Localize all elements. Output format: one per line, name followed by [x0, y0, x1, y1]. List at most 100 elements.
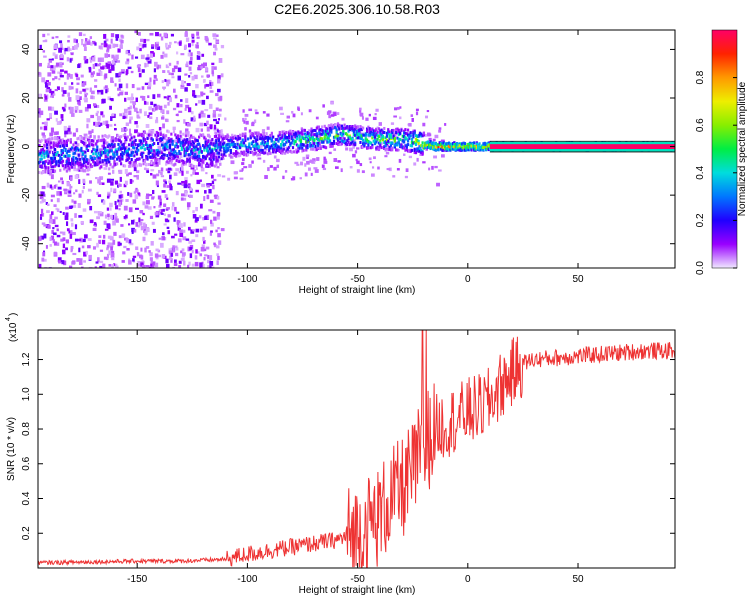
noise-cell: [169, 153, 174, 158]
ridge-cell: [281, 140, 284, 144]
noise-cell: [48, 58, 53, 61]
noise-cell: [121, 233, 126, 239]
ridge-cell: [105, 161, 108, 165]
ridge-cell: [106, 135, 109, 139]
noise-cell: [140, 54, 145, 60]
ridge-cell: [133, 163, 136, 167]
ridge-cell: [211, 149, 214, 153]
noise-cell: [385, 144, 389, 147]
ridge-cell: [201, 155, 205, 159]
noise-cell: [48, 171, 53, 176]
ridge-cell: [254, 131, 258, 135]
noise-cell: [53, 148, 57, 154]
noise-cell: [123, 205, 128, 211]
ridge-cell: [205, 146, 209, 150]
noise-cell: [206, 120, 209, 125]
ridge-cell: [473, 148, 476, 152]
ridge-cell: [168, 146, 172, 150]
ridge-cell: [64, 149, 67, 153]
ridge-cell: [478, 142, 481, 146]
ridge-cell: [261, 148, 264, 152]
ridge-cell: [77, 166, 80, 170]
ridge-cell: [397, 137, 400, 141]
noise-cell: [49, 236, 52, 242]
noise-cell: [140, 262, 144, 267]
ridge-cell: [421, 144, 424, 148]
ridge-cell: [313, 133, 316, 137]
ridge-cell: [389, 141, 392, 145]
noise-cell: [191, 239, 196, 242]
ridge-cell: [172, 150, 176, 154]
ridge-cell: [281, 134, 284, 138]
noise-cell: [56, 208, 60, 213]
ridge-cell: [59, 155, 62, 159]
ridge-cell: [146, 146, 149, 150]
ridge-cell: [278, 130, 281, 134]
ridge-cell: [362, 142, 365, 146]
ridge-cell: [133, 140, 136, 144]
noise-cell: [60, 114, 64, 119]
noise-cell: [196, 42, 199, 46]
ridge-cell: [330, 130, 333, 134]
ridge-cell: [364, 139, 367, 143]
ridge-cell: [110, 149, 113, 153]
ridge-cell: [45, 143, 49, 147]
ridge-cell: [246, 153, 250, 157]
noise-cell: [158, 126, 162, 131]
noise-cell: [146, 169, 150, 173]
noise-cell: [124, 91, 128, 95]
ridge-cell: [466, 145, 469, 149]
ridge-cell: [208, 157, 211, 161]
ridge-cell: [389, 133, 392, 137]
ridge-cell: [294, 150, 297, 154]
ridge-cell: [126, 150, 129, 154]
noise-cell: [202, 157, 206, 162]
ridge-cell: [96, 154, 99, 158]
noise-cell: [141, 69, 145, 73]
noise-cell: [213, 44, 217, 48]
noise-cell: [217, 233, 221, 238]
ridge-cell: [406, 143, 410, 147]
ridge-cell: [75, 148, 78, 152]
ridge-cell: [372, 139, 375, 143]
noise-cell: [163, 32, 168, 37]
noise-cell: [51, 70, 56, 74]
ridge-cell: [412, 135, 415, 139]
ridge-cell: [324, 133, 328, 137]
noise-cell: [177, 226, 181, 231]
noise-cell: [105, 89, 108, 94]
noise-cell: [50, 211, 54, 215]
noise-cell: [74, 106, 79, 111]
ridge-cell: [175, 136, 178, 140]
noise-cell: [70, 52, 74, 56]
ridge-cell: [362, 138, 365, 142]
ridge-cell: [183, 138, 186, 142]
ridge-cell: [467, 148, 471, 152]
noise-cell: [146, 63, 149, 67]
ridge-cell: [60, 141, 63, 145]
ridge-cell: [151, 154, 154, 158]
noise-cell: [186, 83, 191, 87]
ridge-cell: [67, 167, 70, 171]
noise-cell: [61, 118, 64, 122]
ridge-cell: [65, 169, 68, 173]
ridge-cell: [404, 136, 407, 140]
noise-cell: [69, 265, 73, 268]
noise-cell: [159, 198, 162, 203]
ridge-cell: [61, 138, 65, 142]
ridge-cell: [264, 146, 267, 150]
noise-cell: [181, 255, 186, 258]
noise-cell: [156, 64, 159, 70]
ridge-cell: [256, 138, 259, 142]
ridge-cell: [228, 142, 231, 146]
noise-cell: [51, 230, 54, 234]
ridge-cell: [106, 145, 109, 149]
noise-cell: [87, 238, 92, 241]
ridge-cell: [287, 131, 291, 135]
ridge-cell: [281, 130, 284, 134]
noise-cell: [70, 185, 73, 189]
ridge-cell: [114, 148, 117, 152]
ridge-cell: [338, 137, 341, 141]
noise-cell: [48, 60, 53, 63]
noise-cell: [337, 160, 341, 163]
